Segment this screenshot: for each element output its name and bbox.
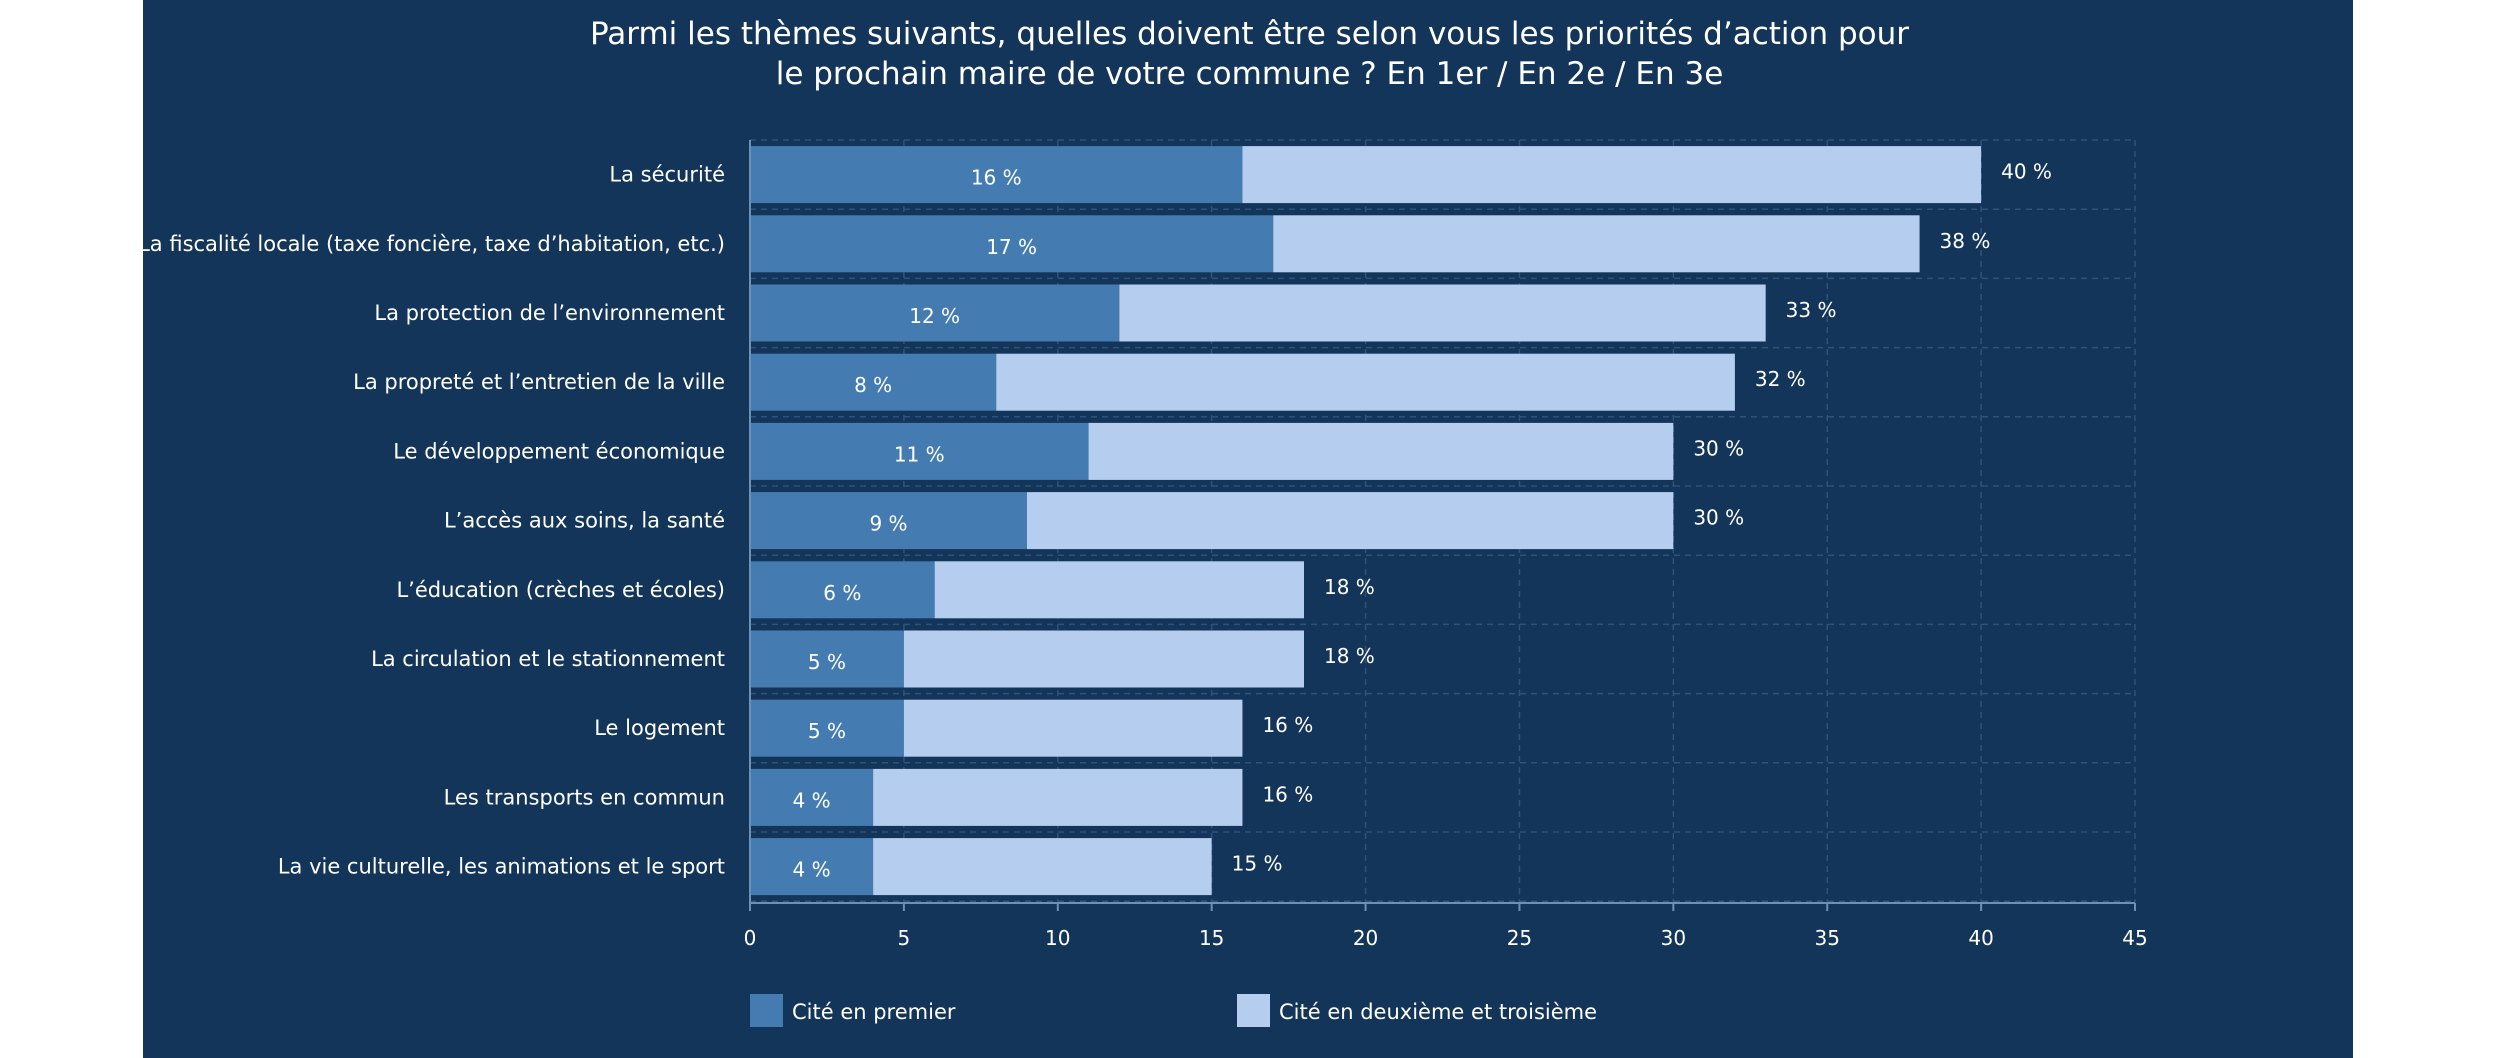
x-tick-label: 45 — [2122, 926, 2147, 950]
category-label: La propreté et l’entretien de la ville — [353, 370, 725, 394]
x-tick-label: 0 — [744, 926, 757, 950]
value-label-total: 38 % — [1940, 229, 1991, 253]
x-tick-label: 25 — [1507, 926, 1532, 950]
value-label-first: 12 % — [909, 304, 960, 328]
x-tick-label: 20 — [1353, 926, 1378, 950]
chart-title: Parmi les thèmes suivants, quelles doive… — [0, 14, 2499, 94]
value-label-first: 6 % — [823, 581, 861, 605]
category-label: La vie culturelle, les animations et le … — [278, 855, 725, 879]
x-tick-label: 5 — [898, 926, 911, 950]
x-tick-label: 10 — [1045, 926, 1070, 950]
category-label: La sécurité — [609, 163, 725, 187]
x-tick-label: 40 — [1968, 926, 1993, 950]
bar-first — [750, 284, 1120, 342]
legend-label-first: Cité en premier — [792, 1000, 956, 1024]
bar-second-third — [1027, 492, 1674, 550]
category-label: La fiscalité locale (taxe foncière, taxe… — [138, 232, 725, 256]
value-label-total: 30 % — [1693, 506, 1744, 530]
legend-swatch-second-third — [1237, 994, 1270, 1027]
value-label-total: 33 % — [1786, 298, 1837, 322]
value-label-total: 16 % — [1262, 782, 1313, 806]
category-label: La circulation et le stationnement — [371, 647, 725, 671]
bar-first — [750, 353, 997, 411]
bar-first — [750, 492, 1027, 550]
chart-title-line-1: Parmi les thèmes suivants, quelles doive… — [589, 16, 1910, 52]
value-label-first: 11 % — [894, 442, 945, 466]
x-tick-label: 30 — [1661, 926, 1686, 950]
value-label-total: 16 % — [1262, 713, 1313, 737]
x-tick-label: 15 — [1199, 926, 1224, 950]
category-label: L’éducation (crèches et écoles) — [396, 578, 725, 602]
bar-second-third — [1088, 422, 1674, 480]
bar-first — [750, 768, 874, 826]
value-label-first: 17 % — [986, 235, 1037, 259]
bar-second-third — [873, 838, 1212, 896]
category-label: Le logement — [594, 716, 725, 740]
bar-first — [750, 422, 1089, 480]
value-label-total: 40 % — [2001, 160, 2052, 184]
category-label: Les transports en commun — [444, 785, 725, 809]
chart-title-line-2: le prochain maire de votre commune ? En … — [775, 56, 1724, 92]
bar-second-third — [1242, 146, 1982, 204]
bar-first — [750, 838, 874, 896]
category-label: Le développement économique — [393, 439, 725, 463]
bar-second-third — [873, 768, 1243, 826]
bar-second-third — [1119, 284, 1766, 342]
value-label-first: 8 % — [854, 373, 892, 397]
legend-swatch-first — [750, 994, 783, 1027]
value-label-first: 4 % — [793, 788, 831, 812]
bar-first — [750, 699, 904, 757]
value-label-first: 9 % — [869, 512, 907, 536]
x-tick-label: 35 — [1814, 926, 1839, 950]
value-label-total: 30 % — [1693, 436, 1744, 460]
bar-first — [750, 146, 1243, 204]
value-label-first: 16 % — [971, 166, 1022, 190]
value-label-total: 18 % — [1324, 575, 1375, 599]
value-label-total: 32 % — [1755, 367, 1806, 391]
bar-second-third — [903, 630, 1304, 688]
value-label-first: 4 % — [793, 858, 831, 882]
bar-first — [750, 561, 935, 619]
category-label: L’accès aux soins, la santé — [444, 509, 725, 533]
bar-first — [750, 630, 904, 688]
bar-first — [750, 215, 1274, 273]
value-label-total: 15 % — [1232, 852, 1283, 876]
category-label: La protection de l’environnement — [374, 301, 725, 325]
bar-second-third — [996, 353, 1735, 411]
bar-second-third — [903, 699, 1243, 757]
bar-second-third — [1273, 215, 1920, 273]
value-label-first: 5 % — [808, 719, 846, 743]
bar-second-third — [934, 561, 1304, 619]
value-label-total: 18 % — [1324, 644, 1375, 668]
legend-label-second-third: Cité en deuxième et troisième — [1279, 1000, 1597, 1024]
value-label-first: 5 % — [808, 650, 846, 674]
